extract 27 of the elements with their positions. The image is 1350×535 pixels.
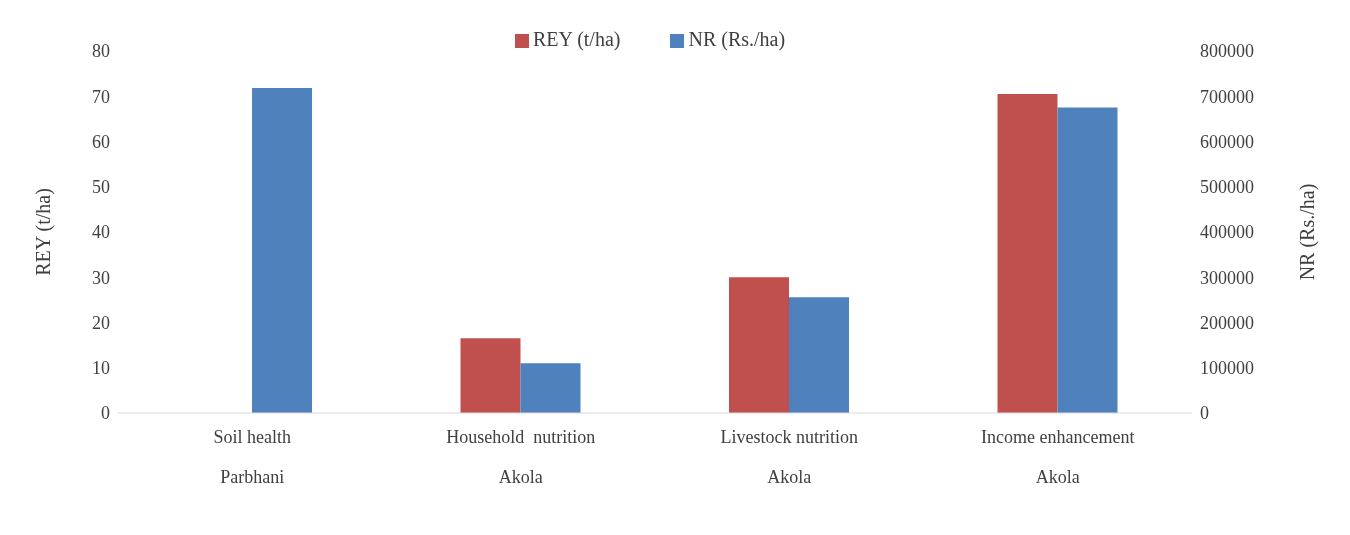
- y-tick-label: 50: [92, 177, 110, 198]
- y2-tick-label: 200000: [1200, 312, 1254, 333]
- y2-tick-label: 700000: [1200, 86, 1254, 107]
- bar: [252, 88, 312, 413]
- y-tick-label: 30: [92, 267, 110, 288]
- y-tick-label: 60: [92, 131, 110, 152]
- y2-tick-label: 300000: [1200, 267, 1254, 288]
- y-tick-label: 0: [101, 403, 110, 424]
- y2-axis-title: NR (Rs./ha): [1296, 183, 1320, 281]
- x-tick-label: Soil health Parbhani: [213, 427, 291, 487]
- y2-tick-label: 400000: [1200, 222, 1254, 243]
- y-axis-title: REY (t/ha): [32, 188, 56, 276]
- y2-tick-label: 600000: [1200, 131, 1254, 152]
- y-tick-label: 20: [92, 312, 110, 333]
- y-tick-label: 70: [92, 86, 110, 107]
- y2-tick-label: 0: [1200, 403, 1209, 424]
- x-tick-label: Household nutrition Akola: [446, 427, 596, 487]
- y-tick-label: 80: [92, 41, 110, 62]
- x-tick-label: Livestock nutrition Akola: [720, 427, 858, 487]
- y2-tick-label: 500000: [1200, 177, 1254, 198]
- legend-label: REY (t/ha): [532, 28, 621, 50]
- legend-label: NR (Rs./ha): [688, 28, 786, 50]
- y-tick-label: 40: [92, 222, 110, 243]
- y2-tick-label: 800000: [1200, 41, 1254, 62]
- x-tick-label: Income enhancement Akola: [981, 427, 1135, 487]
- y2-tick-label: 100000: [1200, 358, 1254, 379]
- y-tick-label: 10: [92, 358, 110, 379]
